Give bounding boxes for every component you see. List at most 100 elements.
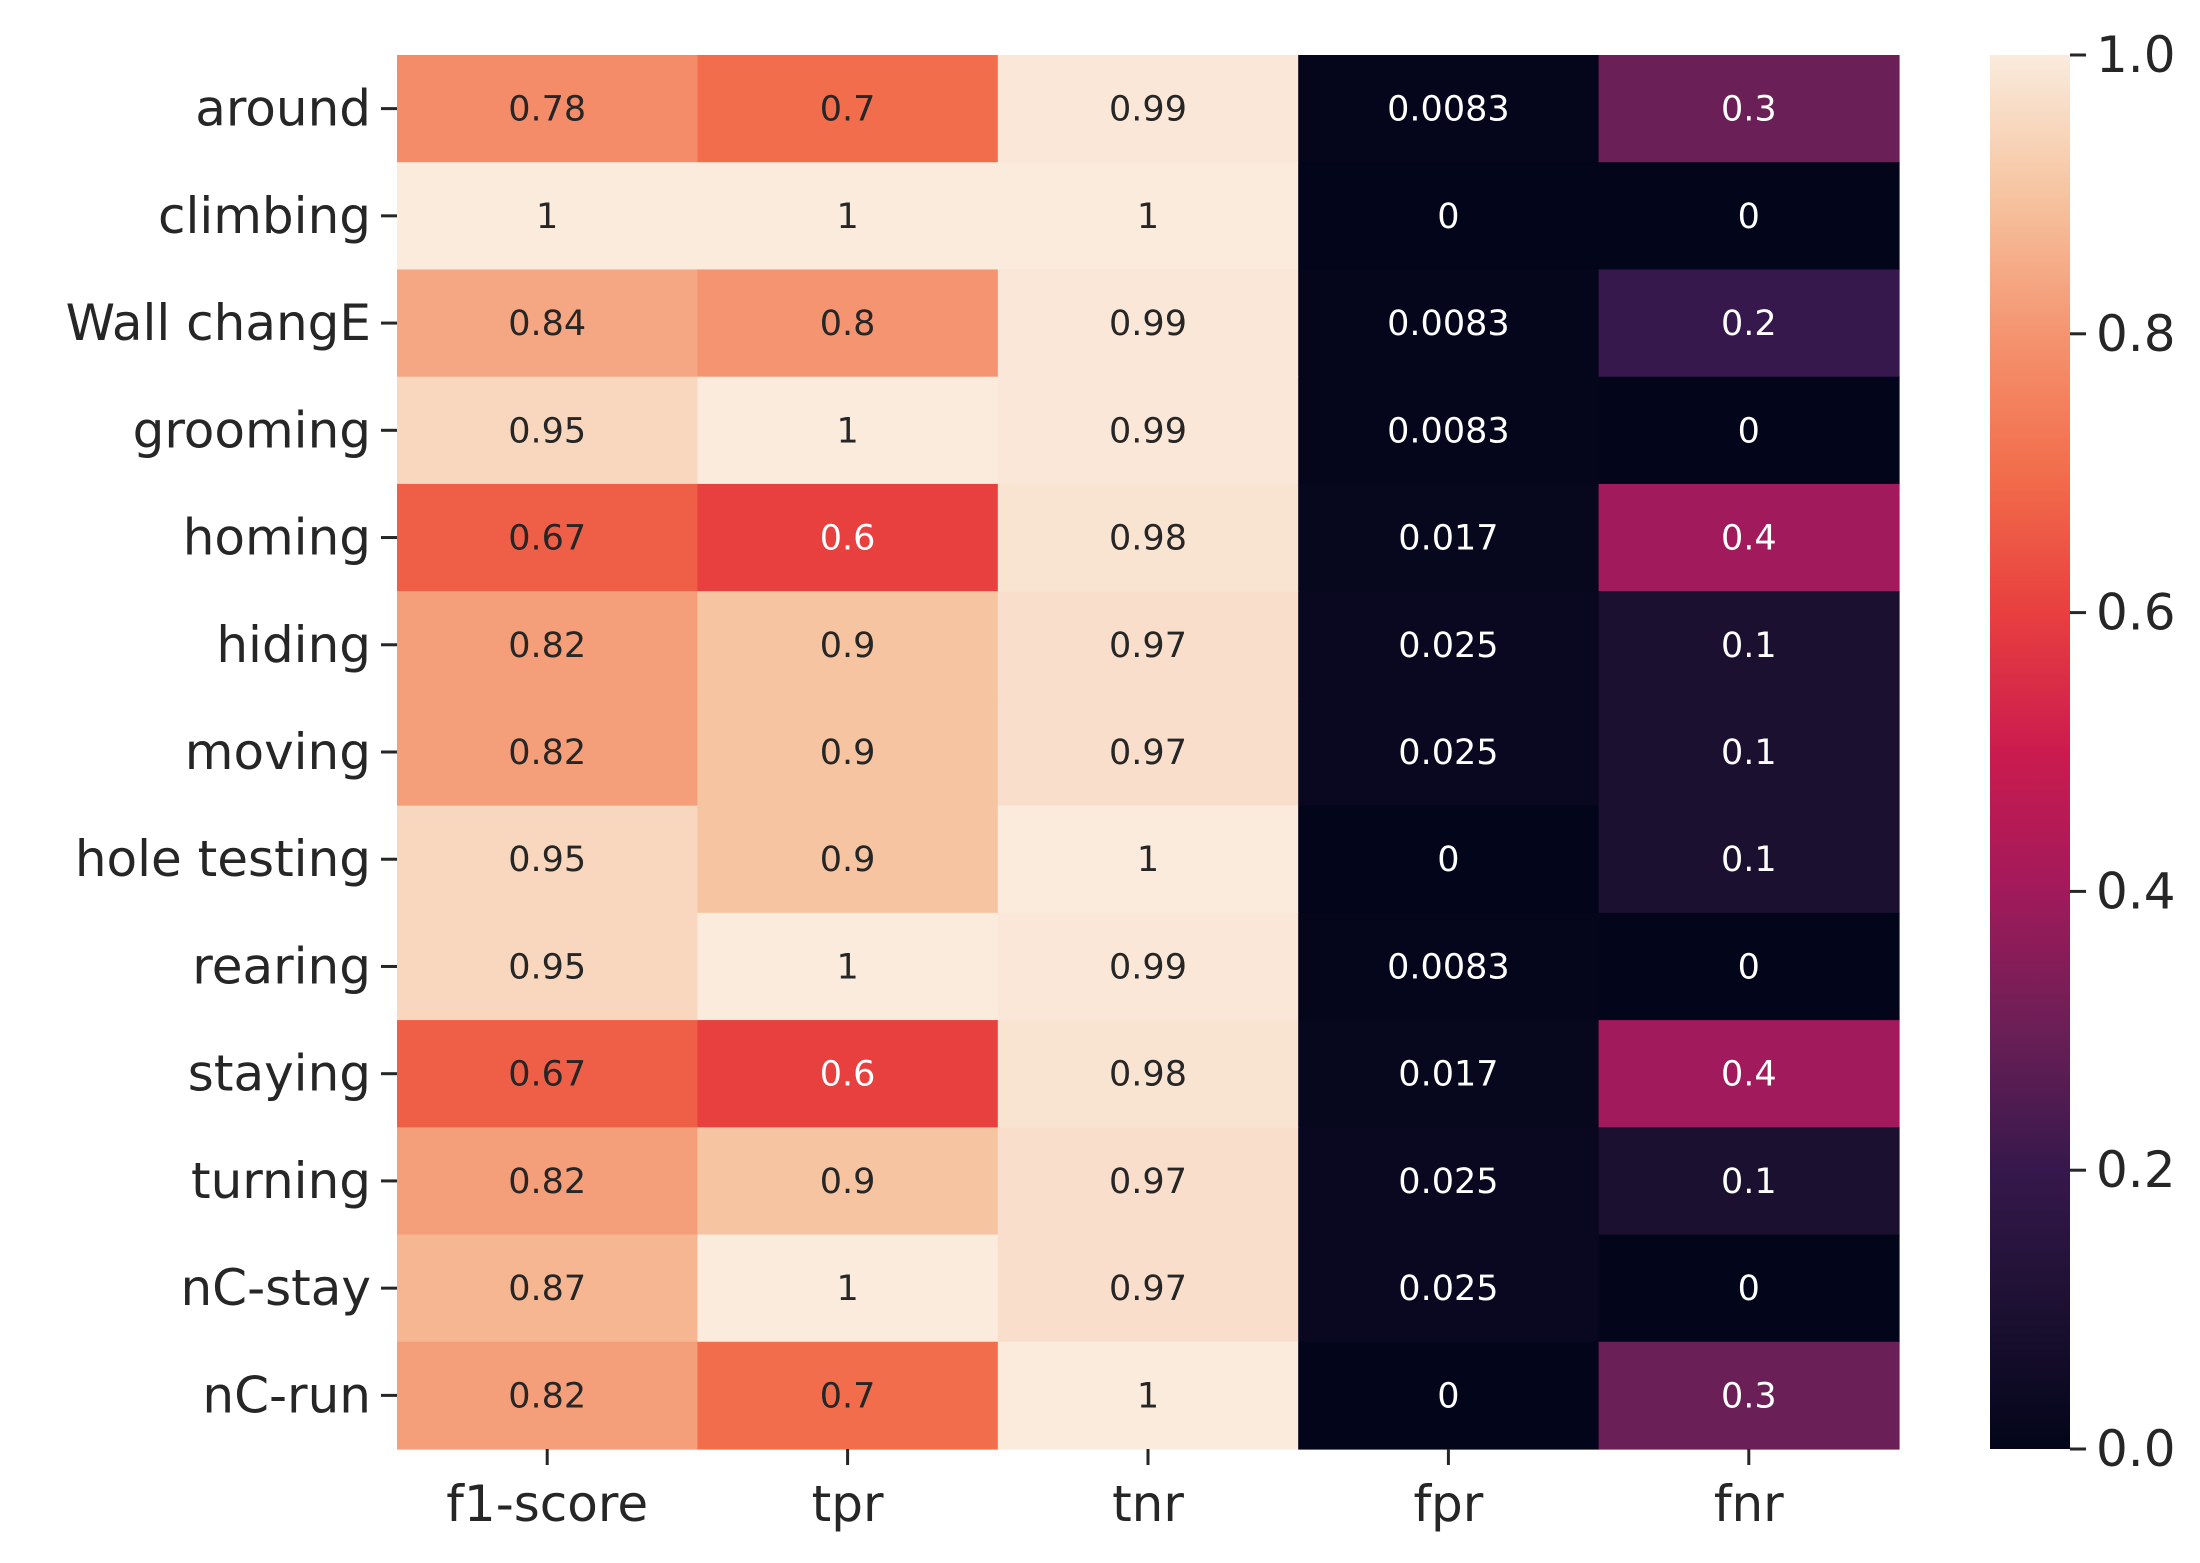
- row-label: staying: [188, 1045, 371, 1103]
- colorbar-gradient: [1990, 55, 2070, 1449]
- heatmap-cell: [997, 269, 1299, 378]
- heatmap-cell: [997, 805, 1299, 914]
- column-label: f1-score: [446, 1475, 648, 1533]
- colorbar-tick-label: 0.4: [2096, 862, 2176, 920]
- heatmap-cell: [697, 1341, 999, 1450]
- row-label: turning: [191, 1152, 371, 1210]
- cell-value-label: 0: [1437, 197, 1459, 237]
- cell-value-label: 1: [1137, 840, 1159, 880]
- heatmap-cell: [1298, 805, 1600, 914]
- heatmap-cell: [997, 591, 1299, 699]
- cell-value-label: 0: [1738, 197, 1760, 237]
- cell-value-label: 0.1: [1721, 1162, 1777, 1202]
- row-label: around: [195, 80, 371, 138]
- cell-value-label: 0.9: [820, 733, 876, 773]
- cell-value-label: 0.95: [508, 411, 586, 451]
- heatmap-cell: [697, 912, 999, 1021]
- cell-value-label: 0.4: [1721, 519, 1777, 559]
- cell-value-label: 0.0083: [1387, 411, 1509, 451]
- row-label: climbing: [158, 187, 371, 245]
- heatmap-cell: [1298, 912, 1600, 1021]
- cell-value-label: 0.017: [1398, 1055, 1498, 1095]
- colorbar-tick-label: 1.0: [2096, 26, 2176, 84]
- cell-value-label: 1: [1137, 1376, 1159, 1416]
- row-label: nC-stay: [180, 1259, 371, 1317]
- cell-value-label: 0.025: [1398, 1162, 1498, 1202]
- heatmap-cell: [1298, 376, 1600, 485]
- heatmap-cell: [1298, 1341, 1600, 1450]
- heatmap-cell: [397, 912, 698, 1021]
- cell-value-label: 0.3: [1721, 1376, 1777, 1416]
- heatmap-cell: [697, 1127, 999, 1236]
- heatmap-cell: [1598, 1020, 1900, 1128]
- column-label: tpr: [812, 1475, 884, 1533]
- row-label: rearing: [192, 937, 371, 995]
- cell-value-label: 0.97: [1109, 733, 1187, 773]
- cell-value-label: 0: [1738, 947, 1760, 987]
- row-label: hiding: [216, 616, 371, 674]
- row-label: Wall changE: [66, 294, 371, 352]
- heatmap-cell: [1298, 55, 1600, 163]
- heatmap-cell: [1298, 1234, 1600, 1343]
- cell-value-label: 0.82: [508, 733, 586, 773]
- row-label: homing: [183, 509, 371, 567]
- heatmap-cell: [1598, 1234, 1900, 1343]
- cell-value-label: 0.97: [1109, 626, 1187, 666]
- cell-value-label: 0.98: [1109, 519, 1187, 559]
- heatmap-cell: [697, 1020, 999, 1128]
- heatmap-cell: [997, 55, 1299, 163]
- row-label: hole testing: [75, 830, 371, 888]
- heatmap-cell: [697, 1234, 999, 1343]
- heatmap-cell: [1598, 805, 1900, 914]
- heatmap-cell: [697, 55, 999, 163]
- cell-value-label: 0.025: [1398, 733, 1498, 773]
- cell-value-label: 0.97: [1109, 1269, 1187, 1309]
- heatmap-cell: [1598, 1127, 1900, 1236]
- cell-value-label: 0.9: [820, 840, 876, 880]
- cell-value-label: 0.82: [508, 1162, 586, 1202]
- cell-value-label: 0.1: [1721, 840, 1777, 880]
- cell-value-label: 0.1: [1721, 626, 1777, 666]
- row-label: nC-run: [202, 1366, 371, 1424]
- heatmap-cell: [697, 269, 999, 378]
- heatmap-cell: [1598, 1341, 1900, 1450]
- heatmap-cell: [1598, 591, 1900, 699]
- colorbar: 0.0 0.2 0.4 0.6 0.8 1.0: [1990, 26, 2176, 1478]
- cell-value-label: 0.7: [820, 90, 876, 130]
- cell-value-label: 0.8: [820, 304, 876, 344]
- heatmap-cell: [397, 1341, 698, 1450]
- column-label: fnr: [1714, 1475, 1784, 1533]
- cell-value-label: 0.9: [820, 626, 876, 666]
- cell-value-label: 1: [836, 411, 858, 451]
- heatmap-cell: [1598, 912, 1900, 1021]
- cell-value-label: 1: [836, 197, 858, 237]
- cell-value-label: 1: [536, 197, 558, 237]
- heatmap-cell: [1298, 269, 1600, 378]
- heatmap-cell: [397, 55, 698, 163]
- cell-value-label: 0.9: [820, 1162, 876, 1202]
- cell-value-label: 0: [1437, 1376, 1459, 1416]
- cell-value-label: 0.3: [1721, 90, 1777, 130]
- cell-value-label: 0.95: [508, 840, 586, 880]
- heatmap-cell: [397, 591, 698, 699]
- heatmap-cell: [997, 483, 1299, 592]
- cell-value-label: 0.99: [1109, 947, 1187, 987]
- cell-value-label: 0.6: [820, 1055, 876, 1095]
- heatmap-cell: [1598, 269, 1900, 378]
- cell-value-label: 0.4: [1721, 1055, 1777, 1095]
- heatmap-cell: [1298, 1020, 1600, 1128]
- heatmap-cell: [397, 269, 698, 378]
- cell-value-label: 1: [836, 947, 858, 987]
- heatmap-cell: [397, 805, 698, 914]
- cell-value-label: 0.1: [1721, 733, 1777, 773]
- cell-value-label: 0.7: [820, 1376, 876, 1416]
- cell-value-label: 0.99: [1109, 411, 1187, 451]
- row-axis: around climbing Wall changE grooming homing h…: [66, 80, 397, 1424]
- cell-value-label: 0.017: [1398, 519, 1498, 559]
- column-label: tnr: [1112, 1475, 1184, 1533]
- cell-value-label: 0.82: [508, 1376, 586, 1416]
- heatmap-cell: [1598, 698, 1900, 807]
- cell-value-label: 0: [1738, 1269, 1760, 1309]
- cell-value-label: 0.0083: [1387, 947, 1509, 987]
